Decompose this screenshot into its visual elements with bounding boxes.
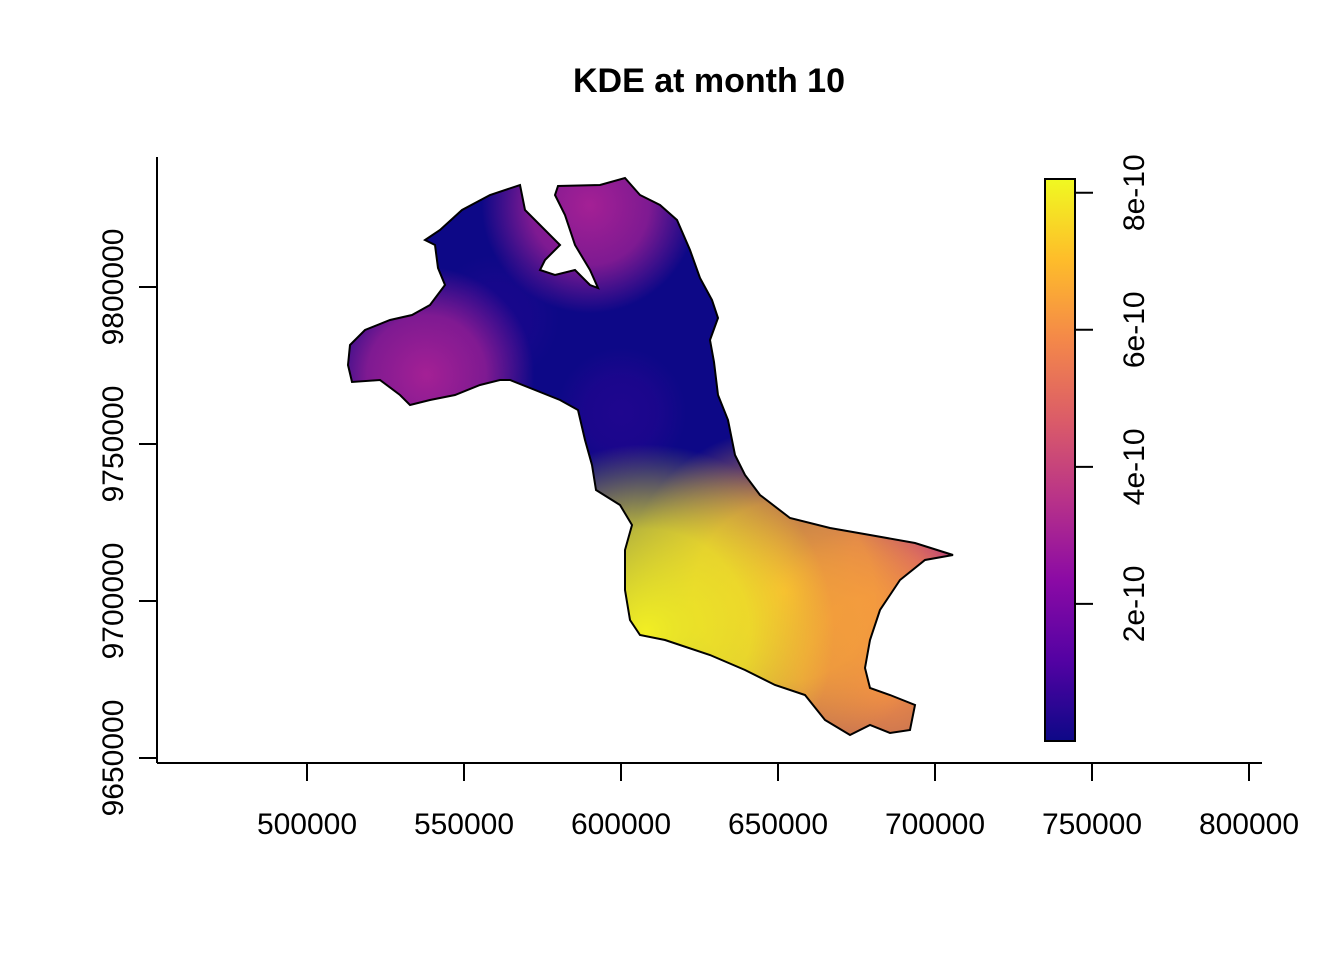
density-hotspot xyxy=(481,178,698,314)
region-outline xyxy=(346,176,954,737)
colorbar-tick-label: 6e-10 xyxy=(1118,291,1151,368)
x-tick-label: 550000 xyxy=(414,808,514,841)
x-axis: 500000 550000 600000 650000 700000 750000 8000… xyxy=(157,762,1299,841)
colorbar-scale xyxy=(1044,178,1076,742)
y-tick-label: 9700000 xyxy=(97,543,130,660)
x-tick-label: 650000 xyxy=(728,808,828,841)
density-map xyxy=(348,178,953,735)
x-tick-label: 700000 xyxy=(885,808,985,841)
colorbar-tick-label: 2e-10 xyxy=(1118,566,1151,643)
x-tick-label: 500000 xyxy=(257,808,357,841)
y-axis: 9650000 9700000 9750000 9800000 xyxy=(97,157,158,817)
y-tick-label: 9800000 xyxy=(97,229,130,346)
chart-title: KDE at month 10 xyxy=(573,62,845,100)
x-tick-label: 600000 xyxy=(571,808,671,841)
y-tick-label: 9750000 xyxy=(97,386,130,503)
y-tick-label: 9650000 xyxy=(97,700,130,817)
colorbar-tick-label: 8e-10 xyxy=(1118,154,1151,231)
x-tick-label: 750000 xyxy=(1042,808,1142,841)
x-tick-label: 800000 xyxy=(1199,808,1299,841)
colorbar: 2e-10 4e-10 6e-10 8e-10 xyxy=(1044,154,1151,742)
density-hotspots xyxy=(348,178,953,735)
colorbar-tick-label: 4e-10 xyxy=(1118,428,1151,505)
